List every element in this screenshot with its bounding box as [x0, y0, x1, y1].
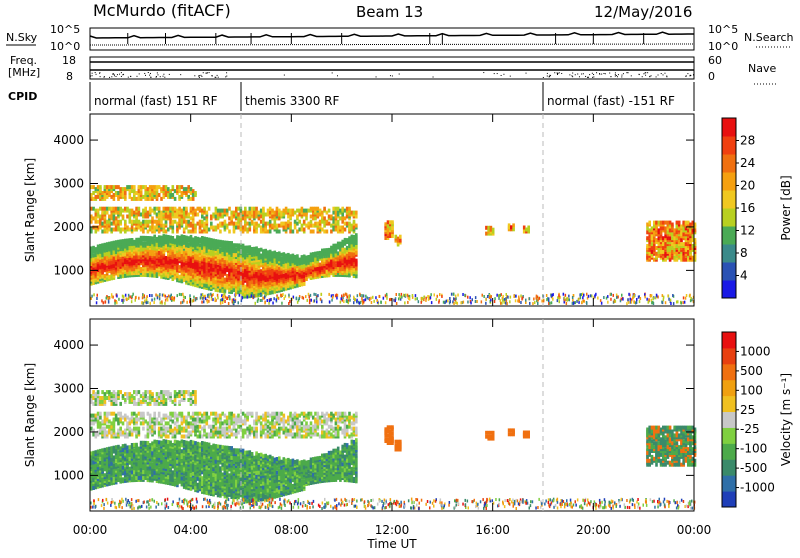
cbar-tick-1-2: 100 — [740, 383, 763, 397]
date-title: 12/May/2016 — [594, 3, 692, 21]
cbar-tick-1-3: 25 — [740, 403, 755, 417]
velocity-colorbar: 1000 500 100 25 -25 -100 -500 -1000 Velocity [m … — [722, 332, 793, 508]
freq-tick-top: 18 — [62, 54, 76, 67]
power-panel: 1000 2000 3000 4000 Slant Range [km] — [23, 114, 696, 306]
ytick-1-2: 3000 — [53, 382, 84, 396]
freq-tick-bottom: 8 — [66, 70, 73, 83]
velocity-panel: 1000 2000 3000 4000 Slant Range [km] — [23, 319, 696, 511]
time-tick-0: 00:00 — [73, 523, 108, 537]
ylabel-1: Slant Range [km] — [23, 363, 37, 467]
cbar-tick-0-4: 20 — [740, 179, 755, 193]
time-tick-2: 08:00 — [274, 523, 309, 537]
nsky-panel: N.Sky 10^5 10^0 10^5 10^0 N.Search — [6, 23, 794, 53]
nsky-tick-bottom: 10^0 — [50, 40, 80, 53]
ytick-1-1: 2000 — [53, 425, 84, 439]
beam-title: Beam 13 — [356, 3, 423, 21]
time-tick-5: 20:00 — [576, 523, 611, 537]
cbar-tick-1-0: 1000 — [740, 344, 771, 358]
nsearch-tick-bottom: 10^0 — [708, 40, 738, 53]
time-tick-1: 04:00 — [173, 523, 208, 537]
ylabel-0: Slant Range [km] — [23, 158, 37, 262]
nave-label: Nave — [748, 62, 776, 75]
ytick-0-1: 2000 — [53, 220, 84, 234]
cbar-tick-0-2: 12 — [740, 224, 755, 238]
time-axis: 00:00 04:00 08:00 12:00 16:00 20:00 00:00 — [73, 523, 712, 537]
time-tick-3: 12:00 — [375, 523, 410, 537]
ytick-1-3: 4000 — [53, 338, 84, 352]
cpid-segment-1: themis 3300 RF — [245, 94, 339, 108]
cpid-segment-2: normal (fast) -151 RF — [547, 94, 675, 108]
cbar-tick-1-4: -25 — [740, 422, 760, 436]
cbar-tick-0-5: 24 — [740, 156, 755, 170]
nave-tick-top: 60 — [708, 54, 722, 67]
cbar-tick-0-6: 28 — [740, 134, 755, 148]
ytick-0-0: 1000 — [53, 263, 84, 277]
nave-tick-bottom: 0 — [708, 70, 715, 83]
power-colorbar: 4 8 12 16 20 24 28 Power [dB] — [722, 118, 793, 299]
cbar-tick-1-6: -500 — [740, 461, 767, 475]
ytick-1-0: 1000 — [53, 468, 84, 482]
time-tick-4: 16:00 — [475, 523, 510, 537]
freq-panel: Freq. [MHz] 18 8 60 0 Nave — [8, 54, 776, 84]
nsky-label: N.Sky — [6, 31, 38, 44]
cbar-tick-1-1: 500 — [740, 364, 763, 378]
station-title: McMurdo (fitACF) — [93, 1, 231, 20]
cpid-panel: CPID normal (fast) 151 RF themis 3300 RF n… — [8, 82, 694, 111]
cbar-label-0: Power [dB] — [779, 175, 793, 240]
nsky-tick-top: 10^5 — [50, 23, 80, 36]
cbar-tick-0-0: 4 — [740, 269, 748, 283]
cpid-segment-0: normal (fast) 151 RF — [94, 94, 218, 108]
cbar-tick-0-1: 8 — [740, 246, 748, 260]
cpid-label: CPID — [8, 90, 37, 103]
freq-label-line2: [MHz] — [8, 66, 40, 79]
nsearch-tick-top: 10^5 — [708, 23, 738, 36]
ytick-0-3: 4000 — [53, 133, 84, 147]
cbar-tick-1-7: -1000 — [740, 481, 775, 495]
cbar-label-1: Velocity [m s⁻¹] — [779, 373, 793, 466]
freq-trace — [90, 62, 694, 78]
cbar-tick-1-5: -100 — [740, 442, 767, 456]
cbar-tick-0-3: 16 — [740, 201, 755, 215]
time-tick-6: 00:00 — [677, 523, 712, 537]
nsky-trace — [90, 32, 694, 45]
time-axis-label: Time UT — [366, 537, 417, 551]
nsearch-label: N.Search — [744, 31, 794, 44]
ytick-0-2: 3000 — [53, 177, 84, 191]
